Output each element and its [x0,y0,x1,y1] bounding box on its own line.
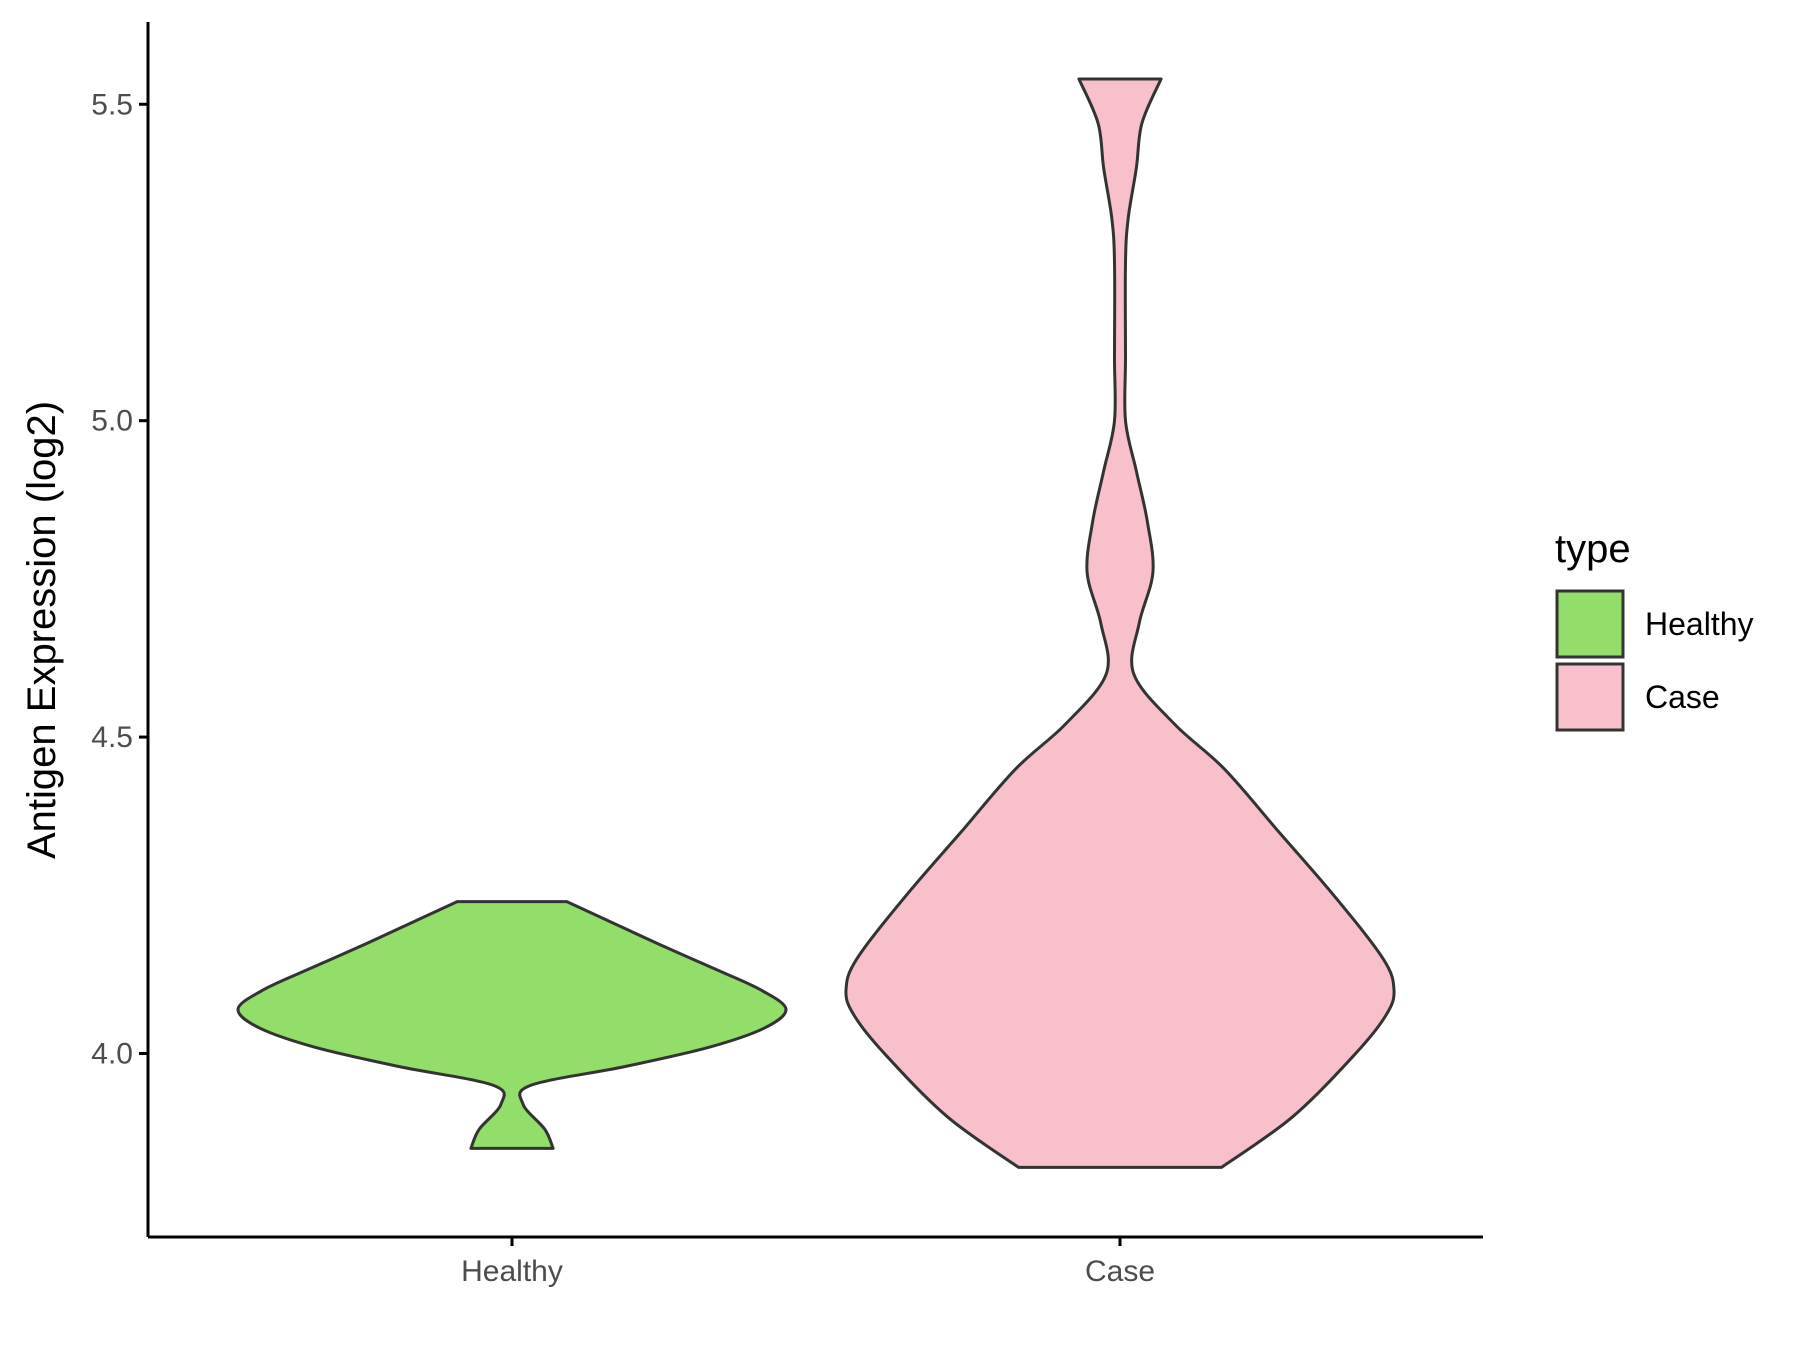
violin-healthy [236,900,788,1150]
violin-case [844,77,1396,1169]
legend: type Healthy Case [1555,527,1754,732]
legend-label-case: Case [1645,679,1720,715]
x-tick-label: Case [1085,1255,1155,1288]
legend-title: type [1555,527,1631,571]
y-tick-label: 5.0 [91,405,133,438]
y-tick-label: 5.5 [91,88,133,121]
y-axis-title: Antigen Expression (log2) [20,401,64,859]
y-tick-label: 4.5 [91,721,133,754]
x-axis-ticks: Healthy Case [461,1237,1155,1288]
legend-key-case [1555,662,1625,732]
violin-layer [236,77,1396,1169]
legend-key-healthy [1555,589,1625,659]
y-axis-ticks: 4.0 4.5 5.0 5.5 [91,88,148,1070]
y-tick-label: 4.0 [91,1037,133,1070]
x-tick-label: Healthy [461,1255,563,1288]
legend-label-healthy: Healthy [1645,606,1754,642]
